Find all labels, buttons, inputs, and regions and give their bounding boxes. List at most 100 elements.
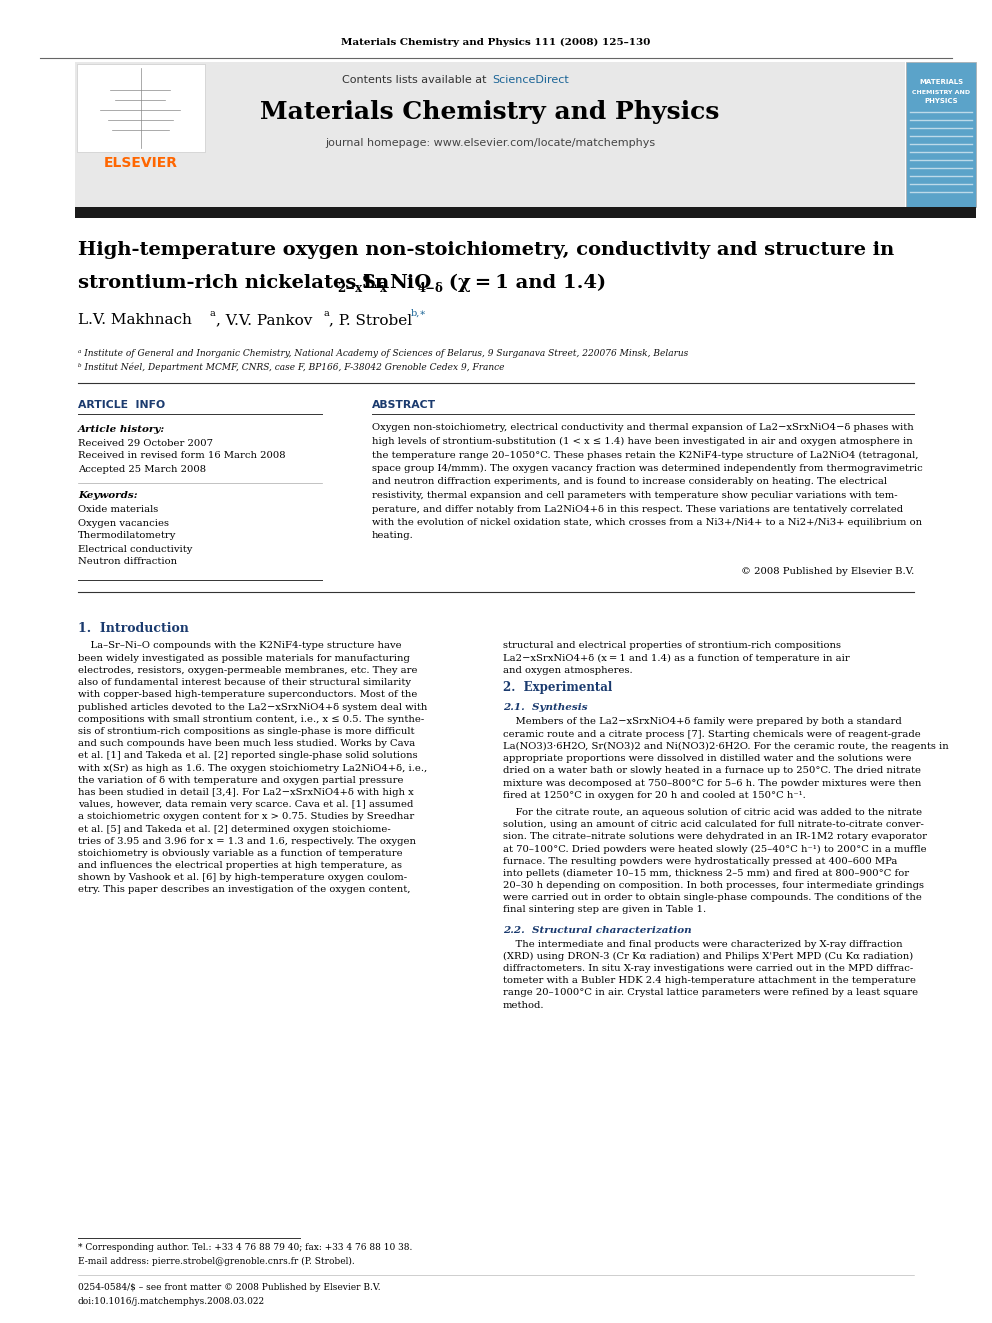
Text: diffractometers. In situ X-ray investigations were carried out in the MPD diffra: diffractometers. In situ X-ray investiga… <box>503 964 914 974</box>
Text: sis of strontium-rich compositions as single-phase is more difficult: sis of strontium-rich compositions as si… <box>78 726 415 736</box>
Text: has been studied in detail [3,4]. For La2−xSrxNiO4+δ with high x: has been studied in detail [3,4]. For La… <box>78 789 414 796</box>
Text: La(NO3)3·6H2O, Sr(NO3)2 and Ni(NO3)2·6H2O. For the ceramic route, the reagents i: La(NO3)3·6H2O, Sr(NO3)2 and Ni(NO3)2·6H2… <box>503 742 948 751</box>
Text: furnace. The resulting powders were hydrostatically pressed at 400–600 MPa: furnace. The resulting powders were hydr… <box>503 857 898 865</box>
Text: doi:10.1016/j.matchemphys.2008.03.022: doi:10.1016/j.matchemphys.2008.03.022 <box>78 1297 265 1306</box>
Bar <box>75 206 976 218</box>
Text: heating.: heating. <box>372 532 414 541</box>
Text: a: a <box>323 308 328 318</box>
Text: space group I4/mmm). The oxygen vacancy fraction was determined independently fr: space group I4/mmm). The oxygen vacancy … <box>372 464 923 474</box>
Text: etry. This paper describes an investigation of the oxygen content,: etry. This paper describes an investigat… <box>78 885 411 894</box>
Text: tries of 3.95 and 3.96 for x = 1.3 and 1.6, respectively. The oxygen: tries of 3.95 and 3.96 for x = 1.3 and 1… <box>78 836 416 845</box>
Text: The intermediate and final products were characterized by X-ray diffraction: The intermediate and final products were… <box>503 939 903 949</box>
Text: ᵇ Institut Néel, Department MCMF, CNRS, case F, BP166, F-38042 Grenoble Cedex 9,: ᵇ Institut Néel, Department MCMF, CNRS, … <box>78 363 505 372</box>
Text: Article history:: Article history: <box>78 425 166 434</box>
Text: * Corresponding author. Tel.: +33 4 76 88 79 40; fax: +33 4 76 88 10 38.: * Corresponding author. Tel.: +33 4 76 8… <box>78 1244 413 1253</box>
Text: Accepted 25 March 2008: Accepted 25 March 2008 <box>78 464 206 474</box>
Text: a stoichiometric oxygen content for x > 0.75. Studies by Sreedhar: a stoichiometric oxygen content for x > … <box>78 812 415 822</box>
Text: Neutron diffraction: Neutron diffraction <box>78 557 178 566</box>
Text: with x(Sr) as high as 1.6. The oxygen stoichiometry La2NiO4+δ, i.e.,: with x(Sr) as high as 1.6. The oxygen st… <box>78 763 428 773</box>
Text: sion. The citrate–nitrate solutions were dehydrated in an IR-1M2 rotary evaporat: sion. The citrate–nitrate solutions were… <box>503 832 927 841</box>
Text: Received 29 October 2007: Received 29 October 2007 <box>78 438 213 447</box>
Text: values, however, data remain very scarce. Cava et al. [1] assumed: values, however, data remain very scarce… <box>78 800 414 810</box>
Text: stoichiometry is obviously variable as a function of temperature: stoichiometry is obviously variable as a… <box>78 849 403 857</box>
Text: into pellets (diameter 10–15 mm, thickness 2–5 mm) and fired at 800–900°C for: into pellets (diameter 10–15 mm, thickne… <box>503 869 909 878</box>
Text: 4−δ: 4−δ <box>418 283 443 295</box>
Text: Oxygen non-stoichiometry, electrical conductivity and thermal expansion of La2−x: Oxygen non-stoichiometry, electrical con… <box>372 423 914 433</box>
Text: 2.2.  Structural characterization: 2.2. Structural characterization <box>503 926 691 935</box>
Text: solution, using an amount of citric acid calculated for full nitrate-to-citrate : solution, using an amount of citric acid… <box>503 820 924 830</box>
Text: MATERIALS: MATERIALS <box>919 79 963 85</box>
Text: E-mail address: pierre.strobel@grenoble.cnrs.fr (P. Strobel).: E-mail address: pierre.strobel@grenoble.… <box>78 1257 355 1266</box>
Text: Electrical conductivity: Electrical conductivity <box>78 545 192 553</box>
Text: Oxide materials: Oxide materials <box>78 505 159 515</box>
Text: x: x <box>380 283 387 295</box>
Text: , V.V. Pankov: , V.V. Pankov <box>216 314 312 327</box>
Text: NiO: NiO <box>389 274 432 292</box>
Text: ceramic route and a citrate process [7]. Starting chemicals were of reagent-grad: ceramic route and a citrate process [7].… <box>503 730 921 738</box>
Text: and influences the electrical properties at high temperature, as: and influences the electrical properties… <box>78 861 402 871</box>
Text: Keywords:: Keywords: <box>78 492 138 500</box>
Text: b,∗: b,∗ <box>411 308 427 318</box>
Text: La–Sr–Ni–O compounds with the K2NiF4-type structure have: La–Sr–Ni–O compounds with the K2NiF4-typ… <box>78 642 402 651</box>
Text: , P. Strobel: , P. Strobel <box>329 314 412 327</box>
Text: ELSEVIER: ELSEVIER <box>104 156 178 169</box>
Text: PHYSICS: PHYSICS <box>925 98 958 105</box>
Text: a: a <box>210 308 215 318</box>
Text: mixture was decomposed at 750–800°C for 5–6 h. The powder mixtures were then: mixture was decomposed at 750–800°C for … <box>503 778 922 787</box>
Text: 2−x: 2−x <box>337 283 362 295</box>
Text: dried on a water bath or slowly heated in a furnace up to 250°C. The dried nitra: dried on a water bath or slowly heated i… <box>503 766 921 775</box>
Text: structural and electrical properties of strontium-rich compositions: structural and electrical properties of … <box>503 642 841 651</box>
Text: published articles devoted to the La2−xSrxNiO4+δ system deal with: published articles devoted to the La2−xS… <box>78 703 428 712</box>
Text: strontium-rich nickelates La: strontium-rich nickelates La <box>78 274 390 292</box>
Text: been widely investigated as possible materials for manufacturing: been widely investigated as possible mat… <box>78 654 410 663</box>
Text: perature, and differ notably from La2NiO4+δ in this respect. These variations ar: perature, and differ notably from La2NiO… <box>372 504 903 513</box>
Text: resistivity, thermal expansion and cell parameters with temperature show peculia: resistivity, thermal expansion and cell … <box>372 491 898 500</box>
Text: Received in revised form 16 March 2008: Received in revised form 16 March 2008 <box>78 451 286 460</box>
Bar <box>77 64 205 152</box>
Text: Members of the La2−xSrxNiO4+δ family were prepared by both a standard: Members of the La2−xSrxNiO4+δ family wer… <box>503 717 902 726</box>
Text: 1.  Introduction: 1. Introduction <box>78 622 188 635</box>
Text: at 70–100°C. Dried powders were heated slowly (25–40°C h⁻¹) to 200°C in a muffle: at 70–100°C. Dried powders were heated s… <box>503 844 927 853</box>
Text: ARTICLE  INFO: ARTICLE INFO <box>78 400 165 410</box>
Text: Sr: Sr <box>362 274 386 292</box>
Text: fired at 1250°C in oxygen for 20 h and cooled at 150°C h⁻¹.: fired at 1250°C in oxygen for 20 h and c… <box>503 791 806 799</box>
Text: shown by Vashook et al. [6] by high-temperature oxygen coulom-: shown by Vashook et al. [6] by high-temp… <box>78 873 407 882</box>
Text: ScienceDirect: ScienceDirect <box>492 75 568 85</box>
Text: © 2008 Published by Elsevier B.V.: © 2008 Published by Elsevier B.V. <box>741 568 914 577</box>
Text: 2.1.  Synthesis: 2.1. Synthesis <box>503 704 587 713</box>
Text: final sintering step are given in Table 1.: final sintering step are given in Table … <box>503 905 706 914</box>
Text: with copper-based high-temperature superconductors. Most of the: with copper-based high-temperature super… <box>78 691 418 700</box>
Text: and oxygen atmospheres.: and oxygen atmospheres. <box>503 665 633 675</box>
Text: CHEMISTRY AND: CHEMISTRY AND <box>912 90 970 94</box>
Text: L.V. Makhnach: L.V. Makhnach <box>78 314 191 327</box>
Text: For the citrate route, an aqueous solution of citric acid was added to the nitra: For the citrate route, an aqueous soluti… <box>503 808 923 816</box>
Text: Thermodilatometry: Thermodilatometry <box>78 532 177 541</box>
Text: tometer with a Bubler HDK 2.4 high-temperature attachment in the temperature: tometer with a Bubler HDK 2.4 high-tempe… <box>503 976 916 986</box>
Text: with the evolution of nickel oxidation state, which crosses from a Ni3+/Ni4+ to : with the evolution of nickel oxidation s… <box>372 519 923 527</box>
Text: high levels of strontium-substitution (1 < x ≤ 1.4) have been investigated in ai: high levels of strontium-substitution (1… <box>372 437 913 446</box>
Text: appropriate proportions were dissolved in distilled water and the solutions were: appropriate proportions were dissolved i… <box>503 754 912 763</box>
Text: and neutron diffraction experiments, and is found to increase considerably on he: and neutron diffraction experiments, and… <box>372 478 887 487</box>
Text: also of fundamental interest because of their structural similarity: also of fundamental interest because of … <box>78 679 411 687</box>
Text: were carried out in order to obtain single-phase compounds. The conditions of th: were carried out in order to obtain sing… <box>503 893 922 902</box>
Text: compositions with small strontium content, i.e., x ≤ 0.5. The synthe-: compositions with small strontium conten… <box>78 714 425 724</box>
Bar <box>906 62 976 206</box>
Text: the temperature range 20–1050°C. These phases retain the K2NiF4-type structure o: the temperature range 20–1050°C. These p… <box>372 450 919 459</box>
Text: et al. [5] and Takeda et al. [2] determined oxygen stoichiome-: et al. [5] and Takeda et al. [2] determi… <box>78 824 391 833</box>
Text: High-temperature oxygen non-stoichiometry, conductivity and structure in: High-temperature oxygen non-stoichiometr… <box>78 241 894 259</box>
Text: (χ = 1 and 1.4): (χ = 1 and 1.4) <box>442 274 606 292</box>
Text: journal homepage: www.elsevier.com/locate/matchemphys: journal homepage: www.elsevier.com/locat… <box>325 138 655 148</box>
Text: method.: method. <box>503 1000 545 1009</box>
Text: electrodes, resistors, oxygen-permeable membranes, etc. They are: electrodes, resistors, oxygen-permeable … <box>78 665 418 675</box>
Text: Materials Chemistry and Physics: Materials Chemistry and Physics <box>260 101 719 124</box>
Bar <box>75 62 905 206</box>
Text: ABSTRACT: ABSTRACT <box>372 400 436 410</box>
Text: the variation of δ with temperature and oxygen partial pressure: the variation of δ with temperature and … <box>78 775 404 785</box>
Text: 0254-0584/$ – see front matter © 2008 Published by Elsevier B.V.: 0254-0584/$ – see front matter © 2008 Pu… <box>78 1283 381 1293</box>
Text: (XRD) using DRON-3 (Cr Kα radiation) and Philips X'Pert MPD (Cu Kα radiation): (XRD) using DRON-3 (Cr Kα radiation) and… <box>503 951 914 960</box>
Text: and such compounds have been much less studied. Works by Cava: and such compounds have been much less s… <box>78 740 416 747</box>
Text: range 20–1000°C in air. Crystal lattice parameters were refined by a least squar: range 20–1000°C in air. Crystal lattice … <box>503 988 919 998</box>
Text: Oxygen vacancies: Oxygen vacancies <box>78 519 169 528</box>
Text: et al. [1] and Takeda et al. [2] reported single-phase solid solutions: et al. [1] and Takeda et al. [2] reporte… <box>78 751 418 761</box>
Text: 2.  Experimental: 2. Experimental <box>503 681 612 695</box>
